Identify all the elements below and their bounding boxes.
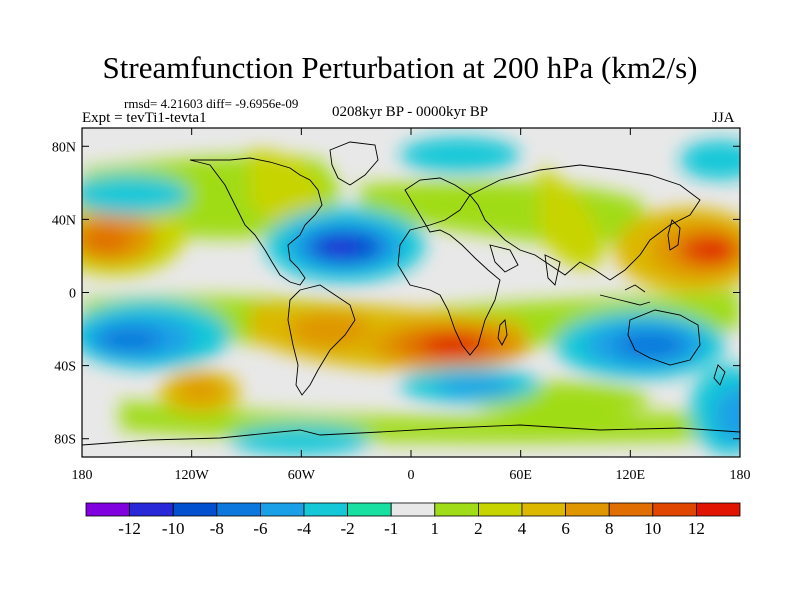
map-title: Streamfunction Perturbation at 200 hPa (… [102,50,698,85]
colorbar-swatch [85,502,130,517]
colorbar-label: 8 [605,519,614,538]
colorbar-swatch [172,502,218,517]
lon-tick-label: 180 [730,468,751,483]
lat-tick-label: 80S [54,433,76,448]
colorbar-swatch [608,502,654,517]
season-label: JJA [712,110,735,126]
colorbar-label: -6 [253,519,267,538]
stats-text: rmsd= 4.21603 diff= -9.6956e-09 [124,96,299,111]
colorbar-label: -12 [118,519,141,538]
longitude-axis: 180 120W 60W 0 60E 120E 180 [72,128,751,483]
lon-tick-label: 60W [288,468,316,483]
lon-tick-label: 60E [509,468,532,483]
colorbar-swatch [347,502,392,517]
coastlines [82,141,740,446]
colorbar-label: -2 [341,519,355,538]
colorbar-swatch [259,502,305,517]
colorbar: -12 -10 -8 -6 -4 -2 -1 1 2 4 6 8 10 12 [85,502,741,538]
colorbar-swatch [434,502,479,517]
lon-tick-label: 180 [72,468,93,483]
colorbar-swatch [477,502,523,517]
lon-tick-label: 120W [175,468,210,483]
experiment-label: Expt = tevTi1-tevta1 [82,110,207,126]
colorbar-swatch [652,502,697,517]
colorbar-label: -8 [210,519,224,538]
colorbar-label: 6 [561,519,570,538]
lon-tick-label: 120E [616,468,646,483]
streamfunction-field [82,128,740,457]
colorbar-label: 1 [431,519,440,538]
colorbar-swatch [390,502,436,517]
colorbar-swatch [216,502,261,517]
period-label: 0208kyr BP - 0000kyr BP [331,104,489,120]
latitude-axis: 80N 40N 0 40S 80S [52,140,740,448]
lat-tick-label: 80N [52,140,76,155]
colorbar-label: 12 [688,519,705,538]
lon-tick-label: 0 [408,468,415,483]
lat-tick-label: 40S [54,360,76,375]
lat-tick-label: 0 [69,287,76,302]
colorbar-label: 2 [474,519,483,538]
colorbar-label: -1 [384,519,398,538]
colorbar-swatch [303,502,348,517]
colorbar-label: -10 [162,519,185,538]
colorbar-label: 4 [518,519,527,538]
colorbar-swatch [129,502,174,517]
colorbar-label: -4 [297,519,312,538]
lat-tick-label: 40N [52,213,76,228]
colorbar-swatch [565,502,610,517]
colorbar-swatch [696,502,741,517]
colorbar-swatch [521,502,566,517]
colorbar-label: 10 [644,519,661,538]
